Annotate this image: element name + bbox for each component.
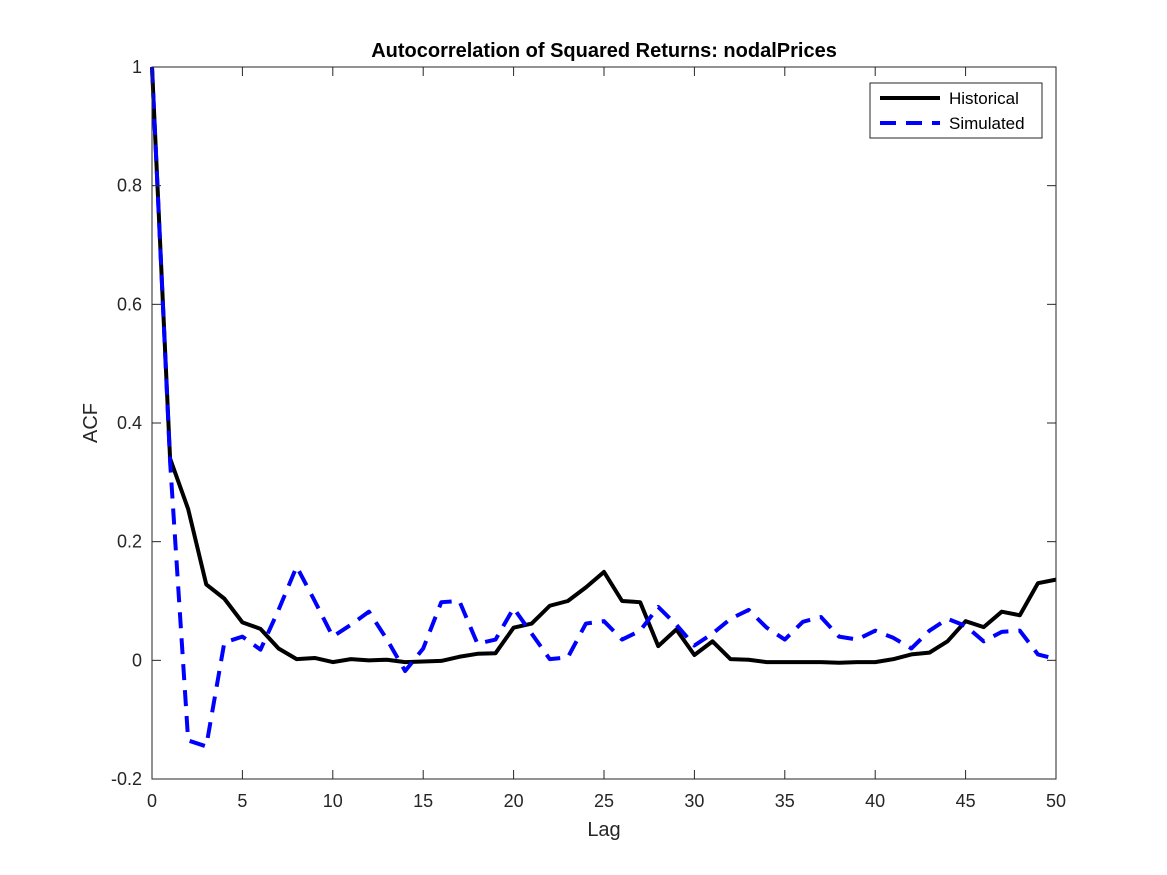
- plot-lines: [150, 66, 1057, 749]
- series-line-simulated: [150, 66, 1057, 749]
- x-tick-label: 15: [413, 791, 433, 811]
- legend-label-historical: Historical: [949, 89, 1019, 108]
- x-tick-label: 10: [323, 791, 343, 811]
- x-tick-label: 25: [594, 791, 614, 811]
- x-tick-label: 45: [956, 791, 976, 811]
- plot-area-frame: [151, 66, 1057, 780]
- x-tick-label: 35: [775, 791, 795, 811]
- y-axis: -0.2 0 0.2 0.4 0.6 0.8 1: [111, 57, 1056, 789]
- x-axis: 0 5 10 15 20 25 30 35 40 45 50: [147, 67, 1066, 811]
- y-tick-label: -0.2: [111, 769, 142, 789]
- chart-title: Autocorrelation of Squared Returns: noda…: [371, 40, 837, 62]
- series-line-historical: [150, 66, 1057, 665]
- x-tick-label: 50: [1046, 791, 1066, 811]
- x-tick-label: 0: [147, 791, 157, 811]
- x-tick-label: 30: [684, 791, 704, 811]
- x-tick-label: 5: [237, 791, 247, 811]
- y-tick-label: 0.6: [117, 294, 142, 314]
- legend: Historical Simulated: [869, 82, 1043, 139]
- x-tick-label: 20: [504, 791, 524, 811]
- y-tick-label: 0: [132, 650, 142, 670]
- legend-box: [869, 82, 1043, 139]
- y-tick-label: 0.8: [117, 176, 142, 196]
- x-tick-label: 40: [865, 791, 885, 811]
- y-tick-label: 0.4: [117, 413, 142, 433]
- legend-label-simulated: Simulated: [949, 114, 1025, 133]
- y-tick-label: 1: [132, 57, 142, 77]
- x-axis-label: Lag: [587, 819, 620, 841]
- y-tick-label: 0.2: [117, 532, 142, 552]
- y-axis-label: ACF: [80, 403, 102, 443]
